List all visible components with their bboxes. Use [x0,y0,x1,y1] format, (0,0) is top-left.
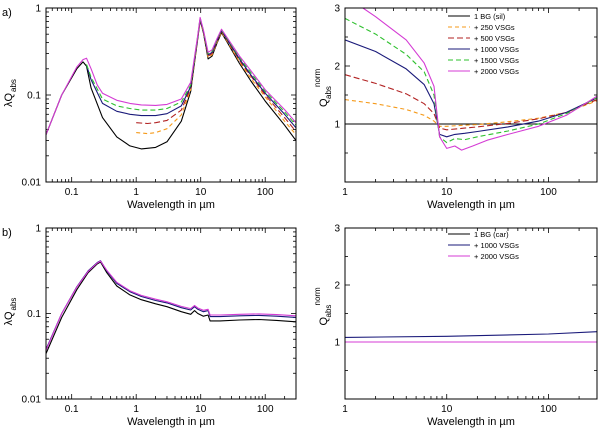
y-tick-label: 3 [334,4,340,15]
plot-frame [344,7,598,183]
series-line-1 [136,19,296,136]
y-axis-label-sub: abs [9,79,18,92]
x-tick-label: 10 [441,404,453,415]
y-axis-label-sub: abs [324,86,333,99]
y-axis-label-sub: abs [324,305,333,318]
legend-label-5: + 2000 VSGs [474,67,519,76]
plot-frame [45,227,297,400]
legend-label-0: 1 BG (sil) [474,12,506,21]
series-line-5 [345,8,597,151]
legend-label-2: + 500 VSGs [474,34,515,43]
legend-label-1: + 1000 VSGs [474,241,519,250]
y-axis-label-sup: norm [313,68,322,87]
series-line-3 [85,18,296,129]
series-line-5 [46,16,296,135]
x-tick-label: 10 [195,404,207,415]
x-tick-label: 10 [195,187,207,198]
panel-label: b) [2,227,12,239]
x-tick-label: 1 [342,404,348,415]
y-tick-label: 2 [334,62,340,73]
series-line-1 [345,331,597,338]
panel-label: a) [2,7,12,19]
y-tick-label: 1 [35,224,41,235]
legend: 1 BG (car) + 1000 VSGs + 2000 VSGs [448,230,519,261]
x-tick-label: 0.1 [65,187,79,198]
series-line-2 [46,260,296,351]
y-tick-label: 3 [334,224,340,235]
y-axis-label-main: λQ [3,311,15,326]
x-tick-label: 1 [342,187,348,198]
y-tick-label: 1 [35,4,41,15]
x-tick-label: 100 [540,187,557,198]
y-tick-label: 1 [334,120,340,131]
y-tick-label: 0.01 [22,395,42,406]
series-line-3 [345,39,597,138]
y-tick-label: 0.1 [27,91,41,102]
legend-label-1: + 250 VSGs [474,23,515,32]
series-line-2 [345,74,597,131]
plot-frame [45,7,297,183]
y-tick-label: 0.01 [22,178,42,189]
series-line-4 [85,17,296,126]
legend-label-2: + 2000 VSGs [474,252,519,261]
x-axis-label: Wavelength in µm [427,416,515,428]
series-group [345,331,597,343]
legend: 1 BG (sil) + 250 VSGs + 500 VSGs + 1000 VSG… [448,12,519,76]
x-tick-label: 1 [133,187,139,198]
y-axis-label-main: Q [318,317,330,326]
series-line-2 [136,18,296,132]
legend-label-4: + 1500 VSGs [474,56,519,65]
x-axis-label: Wavelength in µm [127,199,215,211]
series-line-0 [46,19,296,150]
y-tick-label: 1 [334,338,340,349]
series-group [345,8,597,151]
y-axis-label-main: Q [318,98,330,107]
x-axis-label: Wavelength in µm [127,416,215,428]
y-tick-label: 2 [334,281,340,292]
x-tick-label: 100 [540,404,557,415]
y-axis-label-sup: norm [313,287,322,306]
x-tick-label: 100 [257,404,274,415]
x-axis-label: Wavelength in µm [427,199,515,211]
legend-label-0: 1 BG (car) [474,230,509,239]
series-line-0 [46,261,296,354]
series-group [46,16,296,150]
y-axis-label-main: λQ [3,93,15,108]
x-tick-label: 100 [257,187,274,198]
x-tick-label: 0.1 [65,404,79,415]
series-group [46,260,296,354]
x-tick-label: 10 [441,187,453,198]
legend-label-3: + 1000 VSGs [474,45,519,54]
series-line-1 [46,260,296,350]
y-tick-label: 0.1 [27,309,41,320]
plot-frame [344,227,598,400]
series-line-1 [345,99,597,127]
x-tick-label: 1 [133,404,139,415]
series-line-4 [345,17,597,144]
y-axis-label-sub: abs [9,298,18,311]
